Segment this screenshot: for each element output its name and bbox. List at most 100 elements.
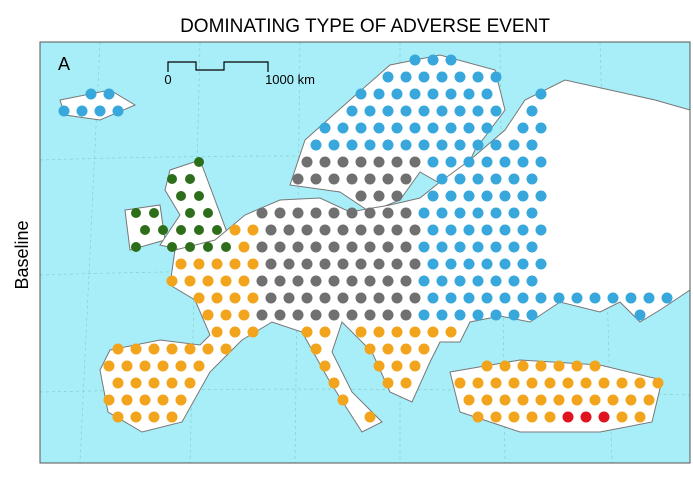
cell-dot	[544, 411, 556, 423]
cell-dot	[185, 174, 195, 184]
cell-dot	[400, 309, 412, 321]
cell-dot	[445, 326, 457, 338]
cell-dot	[203, 242, 213, 252]
cell-dot	[490, 173, 502, 185]
cell-dot	[598, 377, 610, 389]
cell-dot	[490, 105, 502, 117]
cell-dot	[256, 309, 268, 321]
cell-dot	[220, 309, 232, 321]
cell-dot	[166, 377, 178, 389]
cell-dot	[409, 258, 421, 270]
cell-dot	[319, 122, 331, 134]
cell-dot	[328, 139, 340, 151]
cell-dot	[409, 326, 421, 338]
cell-dot	[526, 275, 538, 287]
cell-dot	[526, 241, 538, 253]
cell-dot	[436, 275, 448, 287]
cell-dot	[346, 105, 358, 117]
cell-dot	[616, 411, 628, 423]
cell-dot	[310, 275, 322, 287]
cell-dot	[562, 411, 574, 423]
cell-dot	[427, 54, 439, 66]
cell-dots	[58, 54, 673, 423]
cell-dot	[454, 241, 466, 253]
cell-dot	[310, 173, 322, 185]
cell-dot	[409, 54, 421, 66]
cell-dot	[328, 309, 340, 321]
cell-dot	[463, 258, 475, 270]
cell-dot	[490, 411, 502, 423]
cell-dot	[328, 241, 340, 253]
cell-dot	[166, 343, 178, 355]
cell-dot	[157, 394, 169, 406]
cell-dot	[580, 411, 592, 423]
cell-dot	[643, 394, 655, 406]
cell-dot	[337, 122, 349, 134]
cell-dot	[418, 139, 430, 151]
cell-dot	[364, 207, 376, 219]
cell-dot	[364, 275, 376, 287]
cell-dot	[445, 54, 457, 66]
cell-dot	[427, 190, 439, 202]
cell-dot	[400, 343, 412, 355]
cell-dot	[346, 309, 358, 321]
cell-dot	[364, 173, 376, 185]
cell-dot	[508, 377, 520, 389]
cell-dot	[112, 105, 124, 117]
cell-dot	[112, 411, 124, 423]
map-title: DOMINATING TYPE OF ADVERSE EVENT	[180, 16, 550, 37]
cell-dot	[238, 309, 250, 321]
cell-dot	[463, 122, 475, 134]
cell-dot	[490, 139, 502, 151]
cell-dot	[535, 258, 547, 270]
cell-dot	[212, 225, 222, 235]
cell-dot	[211, 326, 223, 338]
cell-dot	[301, 224, 313, 236]
cell-dot	[310, 241, 322, 253]
cell-dot	[139, 360, 151, 372]
cell-dot	[355, 156, 367, 168]
cell-dot	[454, 207, 466, 219]
cell-dot	[508, 207, 520, 219]
cell-dot	[355, 292, 367, 304]
cell-dot	[382, 275, 394, 287]
cell-dot	[256, 275, 268, 287]
cell-dot	[400, 207, 412, 219]
cell-dot	[211, 258, 223, 270]
cell-dot	[221, 242, 231, 252]
cell-dot	[382, 139, 394, 151]
cell-dot	[454, 139, 466, 151]
cell-dot	[517, 292, 529, 304]
cell-dot	[535, 190, 547, 202]
cell-dot	[436, 71, 448, 83]
cell-dot	[553, 394, 565, 406]
row-label: Baseline	[12, 220, 32, 289]
cell-dot	[85, 88, 97, 100]
cell-dot	[427, 258, 439, 270]
cell-dot	[382, 207, 394, 219]
cell-dot	[355, 224, 367, 236]
cell-dot	[400, 105, 412, 117]
cell-dot	[203, 208, 213, 218]
cell-dot	[499, 360, 511, 372]
cell-dot	[194, 157, 204, 167]
scale-start: 0	[164, 72, 171, 87]
cell-dot	[382, 377, 394, 389]
cell-dot	[112, 377, 124, 389]
cell-dot	[553, 360, 565, 372]
cell-dot	[418, 309, 430, 321]
cell-dot	[265, 258, 277, 270]
cell-dot	[544, 377, 556, 389]
cell-dot	[391, 258, 403, 270]
cell-dot	[167, 174, 177, 184]
cell-dot	[472, 105, 484, 117]
cell-dot	[382, 105, 394, 117]
cell-dot	[526, 377, 538, 389]
cell-dot	[229, 326, 241, 338]
cell-dot	[274, 241, 286, 253]
cell-dot	[184, 275, 196, 287]
cell-dot	[283, 292, 295, 304]
cell-dot	[472, 139, 484, 151]
cell-dot	[499, 156, 511, 168]
cell-dot	[256, 207, 268, 219]
